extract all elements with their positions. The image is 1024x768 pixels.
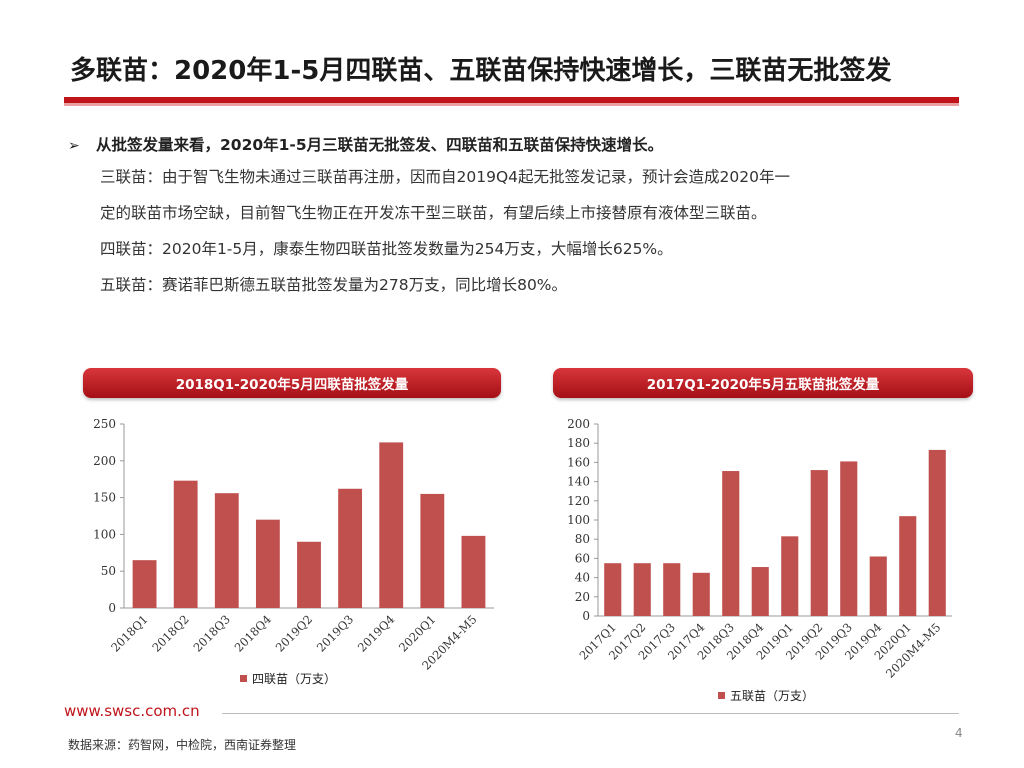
chart2-y-tick-label: 160 bbox=[567, 455, 590, 469]
chart2-y-tick-label: 100 bbox=[567, 513, 590, 527]
chart2-bar bbox=[810, 470, 828, 616]
chart2-y-tick-label: 0 bbox=[582, 609, 590, 623]
chart1-legend: 四联苗（万支） bbox=[240, 670, 336, 687]
title-underline-shadow bbox=[64, 103, 959, 106]
chart2-bar bbox=[663, 563, 681, 616]
chart1-bar bbox=[379, 442, 404, 608]
chart1-bar bbox=[420, 493, 445, 608]
chart2-bar bbox=[692, 572, 710, 616]
chart1-x-tick-label: 2019Q2 bbox=[273, 612, 315, 654]
paragraph-silian: 四联苗：2020年1-5月，康泰生物四联苗批签发数量为254万支，大幅增长625… bbox=[100, 240, 673, 258]
chart1-x-tick-label: 2018Q1 bbox=[108, 612, 150, 654]
chart1-bar bbox=[297, 541, 321, 608]
chart1-y-tick-label: 50 bbox=[101, 564, 116, 578]
chart1-y-tick-label: 200 bbox=[93, 454, 116, 468]
chart2-y-tick-label: 180 bbox=[567, 436, 590, 450]
paragraph-sanlian-line1: 三联苗：由于智飞生物未通过三联苗再注册，因而自2019Q4起无批签发记录，预计会… bbox=[100, 168, 790, 186]
chart2-bar bbox=[869, 556, 887, 616]
chart1-bar bbox=[214, 493, 239, 608]
chart1-bar bbox=[255, 519, 280, 608]
footer-divider bbox=[222, 713, 959, 714]
chart2-bar bbox=[722, 471, 740, 616]
chart2-y-tick-label: 40 bbox=[575, 571, 590, 585]
chart1-bar bbox=[132, 560, 157, 608]
chart1-bar bbox=[461, 535, 486, 608]
chart1-bar bbox=[173, 480, 198, 608]
paragraph-sanlian-line2: 定的联苗市场空缺，目前智飞生物正在开发冻干型三联苗，有望后续上市接替原有液体型三… bbox=[100, 204, 767, 222]
chart1-y-tick-label: 0 bbox=[108, 601, 116, 615]
chart2-y-tick-label: 120 bbox=[567, 494, 590, 508]
chart1-x-tick-label: 2018Q4 bbox=[232, 612, 274, 654]
chart1-x-tick-label: 2019Q3 bbox=[314, 612, 356, 654]
chart2-y-tick-label: 20 bbox=[575, 590, 590, 604]
chart1-x-tick-label: 2018Q2 bbox=[149, 612, 191, 654]
chart2-y-tick-label: 140 bbox=[567, 475, 590, 489]
chart2-bar bbox=[633, 563, 651, 616]
chart1-bar bbox=[338, 488, 363, 608]
chart1-x-tick-label: 2018Q3 bbox=[190, 612, 232, 654]
chart1-x-tick-label: 2020Q1 bbox=[396, 612, 438, 654]
chart2-title: 2017Q1-2020年5月五联苗批签发量 bbox=[553, 368, 973, 398]
chart2-bar bbox=[840, 461, 858, 616]
chart2-plot: 0204060801001201401601802002017Q12017Q22… bbox=[567, 417, 952, 681]
chart2-y-tick-label: 200 bbox=[567, 417, 590, 431]
chart2-bar bbox=[899, 516, 917, 616]
footer-website-link[interactable]: www.swsc.com.cn bbox=[64, 702, 200, 720]
chart1-plot: 0501001502002502018Q12018Q22018Q32018Q42… bbox=[93, 417, 494, 673]
page-title: 多联苗：2020年1-5月四联苗、五联苗保持快速增长，三联苗无批签发 bbox=[70, 56, 892, 86]
chart2-legend-swatch bbox=[718, 692, 725, 699]
chart2-bar bbox=[751, 567, 769, 616]
arrow-bullet-icon: ➢ bbox=[68, 138, 80, 154]
chart2-bar bbox=[604, 563, 622, 616]
summary-bullet-text: 从批签发量来看，2020年1-5月三联苗无批签发、四联苗和五联苗保持快速增长。 bbox=[96, 136, 664, 154]
chart2-legend-label: 五联苗（万支） bbox=[730, 689, 815, 703]
chart2-bar bbox=[928, 449, 946, 616]
data-source-note: 数据来源：药智网，中检院，西南证券整理 bbox=[68, 738, 297, 752]
chart2-y-tick-label: 60 bbox=[575, 551, 590, 565]
chart1-legend-label: 四联苗（万支） bbox=[252, 672, 337, 686]
paragraph-wulian: 五联苗：赛诺菲巴斯德五联苗批签发量为278万支，同比增长80%。 bbox=[100, 276, 568, 294]
chart1-title: 2018Q1-2020年5月四联苗批签发量 bbox=[83, 368, 501, 398]
chart1-legend-swatch bbox=[240, 675, 247, 682]
chart1-x-tick-label: 2019Q4 bbox=[355, 612, 397, 654]
chart2-bar bbox=[781, 536, 799, 616]
page-number: 4 bbox=[955, 726, 963, 740]
chart1-y-tick-label: 150 bbox=[93, 491, 116, 505]
title-underline bbox=[64, 97, 959, 103]
chart2-y-tick-label: 80 bbox=[575, 532, 590, 546]
chart1-y-tick-label: 100 bbox=[93, 527, 116, 541]
chart1-y-tick-label: 250 bbox=[93, 417, 116, 431]
chart2-legend: 五联苗（万支） bbox=[718, 687, 814, 704]
summary-bullet: ➢ 从批签发量来看，2020年1-5月三联苗无批签发、四联苗和五联苗保持快速增长。 bbox=[68, 133, 968, 155]
